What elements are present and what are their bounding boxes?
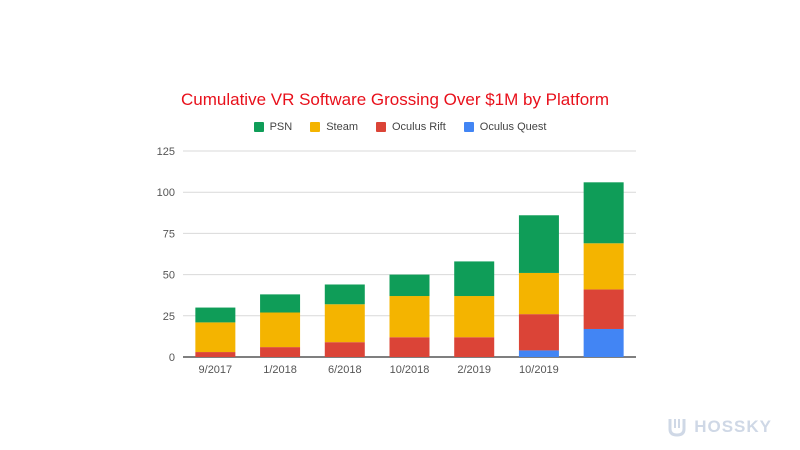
x-tick-label-4: 2/2019 xyxy=(457,364,491,376)
hossky-logo-icon xyxy=(668,419,686,437)
y-tick-label-25: 25 xyxy=(163,311,175,323)
bar-steam-0 xyxy=(195,322,236,353)
x-tick-label-0: 9/2017 xyxy=(199,364,233,376)
legend-label-psn: PSN xyxy=(269,121,293,133)
bar-oculus-rift-0 xyxy=(195,352,236,357)
watermark-logo: HOSSKY xyxy=(666,416,772,438)
bar-oculus-rift-4 xyxy=(454,337,495,357)
legend-swatch-oculus-quest xyxy=(463,122,474,132)
bars xyxy=(195,182,624,357)
y-tick-label-75: 75 xyxy=(163,228,175,240)
y-tick-label-50: 50 xyxy=(163,270,175,282)
bar-oculus-rift-1 xyxy=(260,347,301,357)
bar-oculus-rift-5 xyxy=(518,314,559,351)
bar-psn-3 xyxy=(389,274,430,297)
bar-oculus-quest-6 xyxy=(583,328,624,357)
x-tick-label-3: 10/2018 xyxy=(390,364,430,376)
bar-psn-2 xyxy=(324,284,365,305)
x-tick-label-1: 1/2018 xyxy=(263,364,297,376)
bar-psn-6 xyxy=(583,182,624,244)
y-tick-label-0: 0 xyxy=(169,352,175,364)
bar-steam-3 xyxy=(389,296,430,338)
y-tick-label-125: 125 xyxy=(157,146,175,158)
legend-label-oculus-rift: Oculus Rift xyxy=(391,121,446,133)
legend: PSN Steam Oculus Rift Oculus Quest xyxy=(0,121,800,133)
y-tick-label-100: 100 xyxy=(157,187,175,199)
legend-item-oculus-rift: Oculus Rift xyxy=(375,121,446,133)
axis-labels: 0 25 50 75 100 125 9/2017 1/2018 6/2018 10/2018 2/… xyxy=(157,146,559,376)
bar-steam-1 xyxy=(260,312,301,348)
bar-oculus-rift-3 xyxy=(389,337,430,357)
legend-swatch-oculus-rift xyxy=(375,122,386,132)
bar-psn-4 xyxy=(454,261,495,297)
bar-steam-6 xyxy=(583,243,624,290)
bar-psn-1 xyxy=(260,294,301,313)
bar-psn-0 xyxy=(195,307,236,323)
bar-oculus-quest-5 xyxy=(518,350,559,357)
bar-steam-4 xyxy=(454,296,495,338)
legend-label-oculus-quest: Oculus Quest xyxy=(479,121,547,133)
bar-steam-2 xyxy=(324,304,365,343)
chart-title: Cumulative VR Software Grossing Over $1M… xyxy=(181,90,609,109)
legend-label-steam: Steam xyxy=(326,121,358,133)
bar-steam-5 xyxy=(518,272,559,315)
x-tick-label-2: 6/2018 xyxy=(328,364,362,376)
watermark-text: HOSSKY xyxy=(694,417,772,436)
legend-item-psn: PSN xyxy=(253,121,293,133)
bar-psn-5 xyxy=(518,215,559,273)
bar-oculus-rift-2 xyxy=(324,342,365,357)
legend-item-steam: Steam xyxy=(310,121,358,133)
legend-swatch-psn xyxy=(253,122,264,132)
legend-item-oculus-quest: Oculus Quest xyxy=(463,121,547,133)
bar-oculus-rift-6 xyxy=(583,289,624,329)
x-tick-label-5: 10/2019 xyxy=(519,364,559,376)
legend-swatch-steam xyxy=(310,122,321,132)
